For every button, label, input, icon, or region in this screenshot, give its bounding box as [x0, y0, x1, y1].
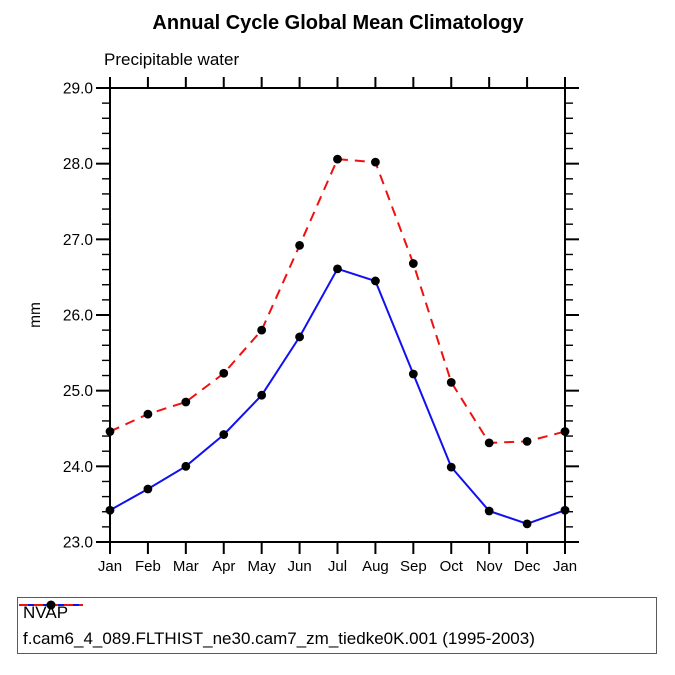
data-point [219, 368, 229, 378]
y-tick-label: 26.0 [63, 308, 94, 325]
data-point [446, 377, 456, 387]
axes: Jan Feb Mar Apr May Jun Jul Aug Sep Oct Nov Dec Jan2… [63, 77, 579, 575]
data-point [333, 264, 342, 274]
data-point [484, 506, 494, 516]
x-tick-label: Oct [440, 558, 464, 575]
data-point [219, 430, 229, 439]
series-line-nvap [109, 267, 566, 525]
data-point [522, 519, 532, 529]
x-tick-label: Apr [212, 558, 235, 575]
legend-item-model: f.cam6_4_089.FLTHIST_ne30.cam7_zm_tiedke… [19, 600, 656, 652]
data-point [181, 397, 191, 407]
y-axis-label: mm [27, 302, 44, 328]
legend-marker-dot [46, 600, 56, 610]
series-line-model [109, 158, 566, 444]
x-tick-label: Sep [400, 558, 427, 575]
data-point [295, 332, 304, 342]
y-tick-label: 23.0 [63, 535, 94, 552]
data-point [371, 276, 380, 286]
data-point [143, 484, 153, 494]
x-tick-label: Nov [476, 558, 503, 575]
y-tick-label: 27.0 [63, 232, 94, 249]
data-point [408, 369, 418, 379]
data-point [257, 325, 267, 335]
data-point [446, 462, 456, 472]
x-tick-label: Mar [173, 558, 199, 575]
data-point [522, 436, 532, 446]
x-tick-label: Jan [98, 558, 122, 575]
data-point [408, 259, 418, 268]
legend-line-dashed-sample [19, 600, 83, 610]
chart-title: Annual Cycle Global Mean Climatology [152, 12, 524, 34]
x-tick-label: Jun [287, 558, 311, 575]
data-point [371, 157, 380, 167]
legend-box: NVAP f.cam6_4_089.FLTHIST_ne30.cam7_zm_t… [17, 597, 657, 654]
x-tick-label: May [247, 558, 276, 575]
x-tick-label: Aug [362, 558, 389, 575]
data-point [143, 409, 153, 419]
data-point [333, 154, 342, 164]
data-point [295, 240, 304, 250]
data-point [484, 438, 494, 448]
legend-label-nvap: NVAP [23, 602, 69, 622]
x-tick-label: Feb [135, 558, 161, 575]
y-tick-label: 24.0 [63, 459, 94, 476]
data-series [105, 154, 570, 529]
y-tick-label: 29.0 [63, 81, 94, 98]
legend-label-model: f.cam6_4_089.FLTHIST_ne30.cam7_zm_tiedke… [23, 628, 535, 648]
x-tick-label: Dec [514, 558, 541, 575]
legend-item-nvap: NVAP [19, 600, 656, 626]
x-tick-label: Jan [553, 558, 577, 575]
chart-subtitle: Precipitable water [104, 50, 239, 69]
data-point [181, 461, 191, 471]
plot-border [109, 87, 566, 543]
y-tick-label: 28.0 [63, 156, 94, 173]
data-point [257, 390, 267, 400]
y-tick-label: 25.0 [63, 383, 94, 400]
x-tick-label: Jul [328, 558, 347, 575]
